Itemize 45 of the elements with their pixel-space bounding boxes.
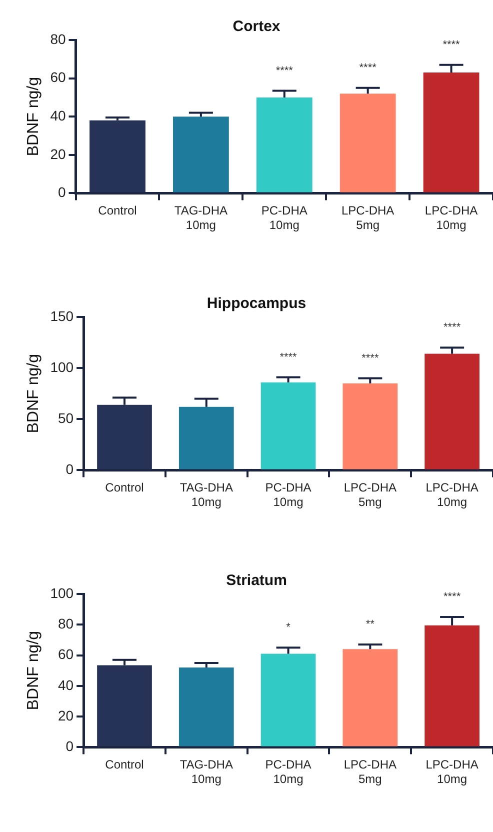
x-tick-label: PC-DHA 10mg: [265, 480, 312, 510]
chart-title: Cortex: [232, 18, 281, 36]
y-tick-label: 100: [50, 358, 74, 375]
x-tick-label: LPC-DHA 5mg: [344, 480, 397, 510]
x-tick-label: Control: [105, 758, 144, 772]
annotation: ****: [443, 322, 462, 334]
y-tick-label: 80: [50, 30, 66, 47]
y-axis-title: BDNF ng/g: [25, 77, 42, 156]
x-tick-label: TAG-DHA 10mg: [174, 204, 228, 232]
y-tick-label: 60: [50, 69, 66, 86]
y-tick-label: 80: [58, 616, 74, 632]
x-tick-label: Control: [98, 204, 137, 218]
y-axis-title: BDNF ng/g: [25, 631, 42, 710]
y-tick-label: 0: [66, 461, 74, 478]
y-tick-label: 0: [58, 184, 66, 200]
x-tick-label: Control: [105, 480, 144, 495]
y-tick-label: 150: [50, 308, 74, 324]
x-tick-label: LPC-DHA 5mg: [341, 204, 394, 232]
y-tick-label: 50: [58, 410, 74, 426]
y-tick-label: 40: [50, 107, 66, 124]
annotation: ****: [359, 62, 378, 74]
annotation: ****: [442, 38, 461, 51]
chart-title: Hippocampus: [206, 295, 306, 312]
y-axis-title: BDNF ng/g: [25, 354, 42, 434]
x-tick-label: PC-DHA 10mg: [261, 204, 308, 232]
y-tick-label: 20: [50, 146, 66, 162]
y-tick-label: 0: [66, 738, 74, 754]
x-tick-label: LPC-DHA 10mg: [426, 480, 478, 510]
x-tick-label: PC-DHA 10mg: [265, 758, 312, 786]
annotation: ****: [443, 591, 462, 604]
annotation: ****: [362, 352, 380, 364]
x-tick-label: LPC-DHA 10mg: [424, 204, 478, 232]
annotation: **: [366, 618, 376, 631]
x-tick-label: TAG-DHA 10mg: [180, 758, 233, 786]
annotation: *: [286, 622, 292, 634]
chart-title: Striatum: [226, 572, 287, 590]
annotation: ****: [280, 351, 298, 364]
y-tick-label: 40: [58, 676, 74, 693]
y-tick-label: 20: [58, 707, 74, 724]
x-tick-label: LPC-DHA 10mg: [426, 758, 478, 786]
y-tick-label: 60: [58, 646, 74, 662]
annotation: ****: [276, 64, 294, 77]
y-tick-label: 100: [50, 584, 74, 601]
x-tick-label: LPC-DHA 5mg: [344, 758, 397, 786]
x-tick-label: TAG-DHA 10mg: [180, 480, 233, 510]
